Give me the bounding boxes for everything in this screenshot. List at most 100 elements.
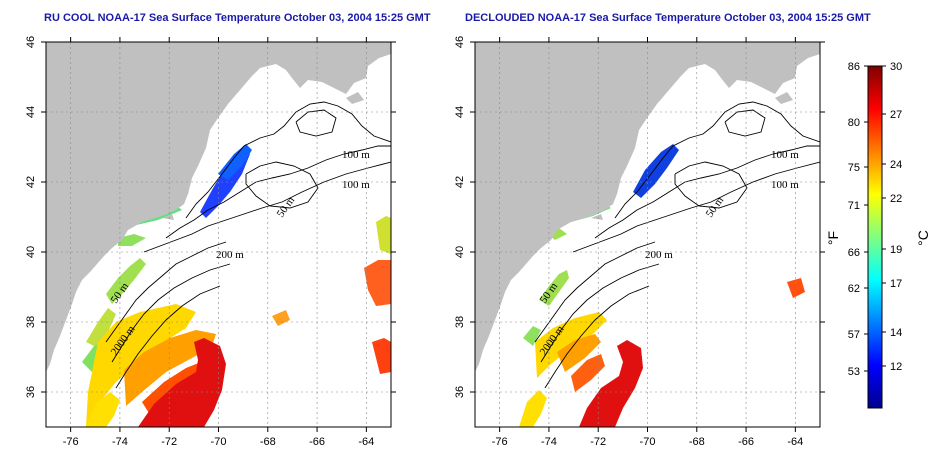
colorbar-label-f: 53 <box>848 366 860 378</box>
sst-patch <box>557 334 601 372</box>
island <box>346 92 364 104</box>
bathymetry-contour <box>544 285 650 389</box>
x-tick-label: -64 <box>787 436 803 448</box>
x-tick-label: -74 <box>112 436 128 448</box>
sst-patch <box>106 258 146 304</box>
graticule <box>46 42 391 427</box>
contour-label: 200 m <box>216 249 244 261</box>
colorbar-label-f: 75 <box>848 162 860 174</box>
y-tick-label: 42 <box>25 176 37 188</box>
y-tick-label: 44 <box>25 106 37 118</box>
sst-patch <box>579 340 643 427</box>
sst-patch <box>372 338 391 374</box>
y-tick-label: 46 <box>25 36 37 48</box>
bathymetry-contour <box>295 109 337 137</box>
y-tick-label: 44 <box>454 106 466 118</box>
bathymetry-contour <box>674 161 748 209</box>
sst-patch <box>523 326 541 346</box>
sst-patch <box>86 304 196 427</box>
sst-patch <box>364 260 391 306</box>
graticule <box>475 42 820 427</box>
bathymetry-contour <box>245 161 319 209</box>
right-panel-title: DECLOUDED NOAA-17 Sea Surface Temperatur… <box>465 12 871 24</box>
bathymetry-contour <box>115 285 221 389</box>
sst-patch <box>218 144 252 180</box>
x-tick-label: -74 <box>541 436 557 448</box>
celsius-unit: °C <box>915 230 931 246</box>
bathymetry-contour <box>540 263 660 363</box>
x-tick-label: -64 <box>358 436 374 448</box>
island <box>591 214 603 220</box>
contour-label: 200 m <box>645 249 673 261</box>
sst-patch <box>86 392 120 427</box>
land-mass <box>475 42 820 372</box>
sst-patch <box>118 234 146 246</box>
x-tick-label: -68 <box>260 436 276 448</box>
y-tick-label: 38 <box>454 316 466 328</box>
x-tick-label: -68 <box>689 436 705 448</box>
colorbar-label-c: 22 <box>890 193 902 205</box>
island <box>775 92 793 104</box>
x-tick-label: -72 <box>590 436 606 448</box>
colorbar-label-f: 71 <box>848 200 860 212</box>
x-tick-label: -66 <box>738 436 754 448</box>
y-tick-label: 38 <box>25 316 37 328</box>
bathymetry-contour <box>185 101 391 219</box>
colorbar-label-f: 57 <box>848 329 860 341</box>
y-tick-label: 36 <box>454 386 466 398</box>
x-tick-label: -76 <box>63 436 79 448</box>
bathymetry-contour <box>534 241 656 343</box>
left-panel-title: RU COOL NOAA-17 Sea Surface Temperature … <box>44 12 431 24</box>
contour-label: 100 m <box>342 149 370 161</box>
colorbar-label-c: 30 <box>890 61 902 73</box>
island <box>547 64 565 72</box>
x-tick-label: -66 <box>309 436 325 448</box>
y-tick-label: 40 <box>25 246 37 258</box>
island <box>118 64 136 72</box>
colorbar-label-f: 86 <box>848 61 860 73</box>
contour-label: 100 m <box>342 179 370 191</box>
bathymetry-contour <box>572 161 820 253</box>
x-tick-label: -76 <box>492 436 508 448</box>
sst-patch <box>633 144 679 198</box>
fahrenheit-unit: °F <box>825 231 841 245</box>
bathymetry-contour <box>594 145 820 239</box>
island <box>162 214 174 220</box>
colorbar-label-c: 27 <box>890 109 902 121</box>
colorbar-label-f: 66 <box>848 247 860 259</box>
y-tick-label: 36 <box>25 386 37 398</box>
colorbar-label-f: 80 <box>848 117 860 129</box>
bathymetry-contour <box>143 161 391 253</box>
sst-patch <box>138 338 226 427</box>
sst-patch <box>86 308 116 348</box>
bathymetry-contour <box>165 145 391 239</box>
colorbar-label-c: 12 <box>890 361 902 373</box>
x-tick-label: -70 <box>211 436 227 448</box>
sst-patch <box>571 354 605 392</box>
y-tick-label: 42 <box>454 176 466 188</box>
y-tick-label: 40 <box>454 246 466 258</box>
x-tick-label: -72 <box>161 436 177 448</box>
colorbar-label-f: 62 <box>848 283 860 295</box>
land-mass <box>46 42 391 372</box>
bathymetry-contour <box>614 101 820 219</box>
sst-patch <box>539 270 569 306</box>
bathymetry-contour <box>105 241 227 343</box>
colorbar-label-c: 14 <box>890 327 902 339</box>
colorbar-label-c: 19 <box>890 244 902 256</box>
bathymetry-contour <box>724 109 766 137</box>
bathymetry-contour <box>111 263 231 363</box>
colorbar-gradient <box>867 65 883 409</box>
y-tick-label: 46 <box>454 36 466 48</box>
sst-patch <box>519 390 547 427</box>
contour-label: 100 m <box>771 179 799 191</box>
sst-patch <box>787 278 805 298</box>
sst-patch <box>376 216 391 254</box>
sst-patch <box>124 330 216 406</box>
colorbar-label-c: 24 <box>890 159 902 171</box>
